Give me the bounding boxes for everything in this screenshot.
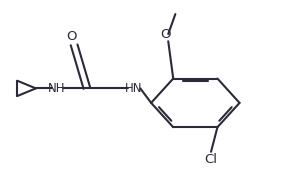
Text: NH: NH (48, 82, 66, 95)
Text: O: O (66, 30, 77, 43)
Text: Cl: Cl (204, 153, 217, 166)
Text: O: O (161, 28, 171, 40)
Text: HN: HN (125, 82, 143, 95)
